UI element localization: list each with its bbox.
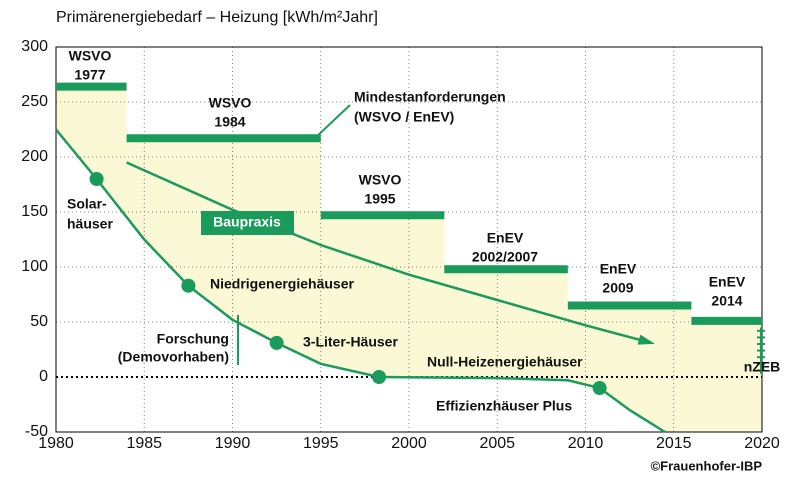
milestone-label: Effizienzhäuser Plus bbox=[436, 398, 572, 414]
x-tick-label: 2020 bbox=[744, 435, 780, 452]
practice-box bbox=[201, 211, 294, 235]
regulation-label: EnEV bbox=[600, 261, 637, 277]
regulation-label: 2002/2007 bbox=[472, 249, 538, 265]
regulation-label: 1984 bbox=[214, 114, 245, 130]
x-tick-label: 1990 bbox=[215, 435, 251, 452]
regulation-name: Mindestanforderungen bbox=[354, 89, 506, 105]
milestone-label: Null-Heizenergiehäuser bbox=[427, 354, 583, 370]
y-tick-label: 100 bbox=[21, 258, 48, 275]
y-tick-label: 250 bbox=[21, 93, 48, 110]
milestone-label: Niedrigenergiehäuser bbox=[210, 276, 354, 292]
regulation-label: WSVO bbox=[209, 95, 252, 111]
plot-frame bbox=[55, 46, 763, 433]
annotation: nZEB bbox=[744, 359, 781, 375]
annotation: (Demovorhaben) bbox=[118, 349, 229, 365]
y-tick-label: -50 bbox=[25, 423, 48, 440]
practice-label: Baupraxis bbox=[213, 214, 281, 230]
milestone-label: 3-Liter-Häuser bbox=[303, 334, 398, 350]
regulation-label: 1995 bbox=[364, 191, 395, 207]
regulation-label: EnEV bbox=[709, 274, 746, 290]
annotation: ©Frauenhofer-IBP bbox=[651, 458, 763, 473]
y-tick-label: 150 bbox=[21, 203, 48, 220]
x-tick-label: 1995 bbox=[303, 435, 339, 452]
milestone bbox=[592, 381, 607, 395]
milestone bbox=[371, 370, 386, 384]
milestone-label: häuser bbox=[67, 216, 113, 232]
x-tick-label: 1980 bbox=[38, 435, 74, 452]
milestone-label: Solar- bbox=[67, 196, 107, 212]
regulation-label: 1977 bbox=[74, 67, 105, 83]
pointer bbox=[314, 104, 351, 140]
y-tick-label: 0 bbox=[39, 368, 48, 385]
regulation-label: WSVO bbox=[69, 48, 112, 64]
x-tick-label: 2010 bbox=[568, 435, 604, 452]
chart-title: Primärenergiebedarf – Heizung [kWh/m²Jah… bbox=[56, 9, 378, 26]
arrow-head bbox=[637, 334, 656, 345]
regulation-name: (WSVO / EnEV) bbox=[354, 109, 454, 125]
x-tick-label: 2015 bbox=[656, 435, 692, 452]
regulation-label: EnEV bbox=[487, 230, 524, 246]
y-tick-label: 200 bbox=[21, 148, 48, 165]
x-tick-label: 2000 bbox=[391, 435, 427, 452]
x-tick-label: 2005 bbox=[479, 435, 515, 452]
y-tick-label: 300 bbox=[21, 38, 48, 55]
x-tick-label: 1985 bbox=[126, 435, 162, 452]
practice-line bbox=[126, 161, 648, 344]
milestone bbox=[269, 335, 284, 350]
milestone bbox=[181, 278, 196, 293]
regulation-label: 2009 bbox=[602, 280, 633, 296]
annotation: Forschung bbox=[157, 331, 229, 347]
regulation-label: WSVO bbox=[359, 172, 402, 188]
milestone bbox=[89, 172, 104, 186]
y-tick-label: 50 bbox=[30, 313, 48, 330]
regulation-label: 2014 bbox=[711, 293, 742, 309]
